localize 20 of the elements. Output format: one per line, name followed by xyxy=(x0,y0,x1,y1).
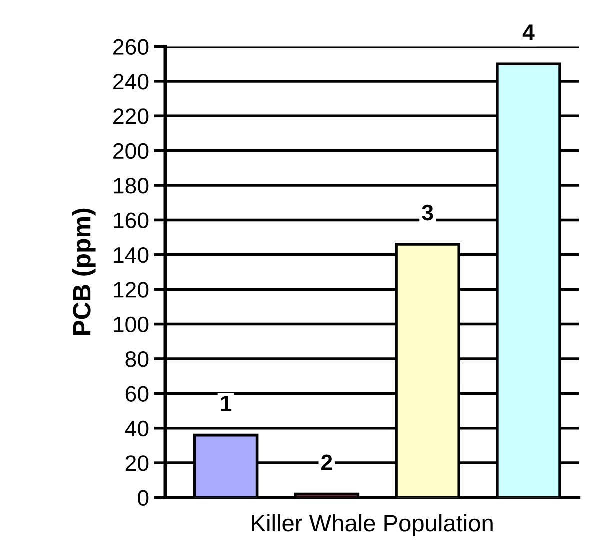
y-tick-label: 20 xyxy=(126,456,149,472)
y-tick-label: 240 xyxy=(114,74,149,90)
y-tick-label: 140 xyxy=(114,247,149,264)
y-tick-label: 260 xyxy=(114,39,149,56)
y-tick-label: 200 xyxy=(114,143,149,160)
y-tick-label: 160 xyxy=(114,212,149,228)
y-tick-label: 120 xyxy=(114,282,149,298)
x-axis-title: Killer Whale Population xyxy=(252,514,493,536)
y-tick-label: 180 xyxy=(114,178,149,194)
x-tick-label: 4 xyxy=(522,24,535,40)
y-tick-label: 60 xyxy=(126,386,149,402)
y-tick-label: 220 xyxy=(114,108,149,124)
x-tick-label: 1 xyxy=(221,396,232,412)
y-tick-label: 0 xyxy=(138,490,149,506)
y-tick-label: 40 xyxy=(125,420,149,437)
y-tick-label: 100 xyxy=(114,316,149,333)
y-tick-label: 80 xyxy=(126,352,149,368)
y-axis-title: PCB (ppm) xyxy=(72,208,96,336)
x-tick-label: 2 xyxy=(322,454,332,470)
x-tick-label: 3 xyxy=(422,204,434,221)
